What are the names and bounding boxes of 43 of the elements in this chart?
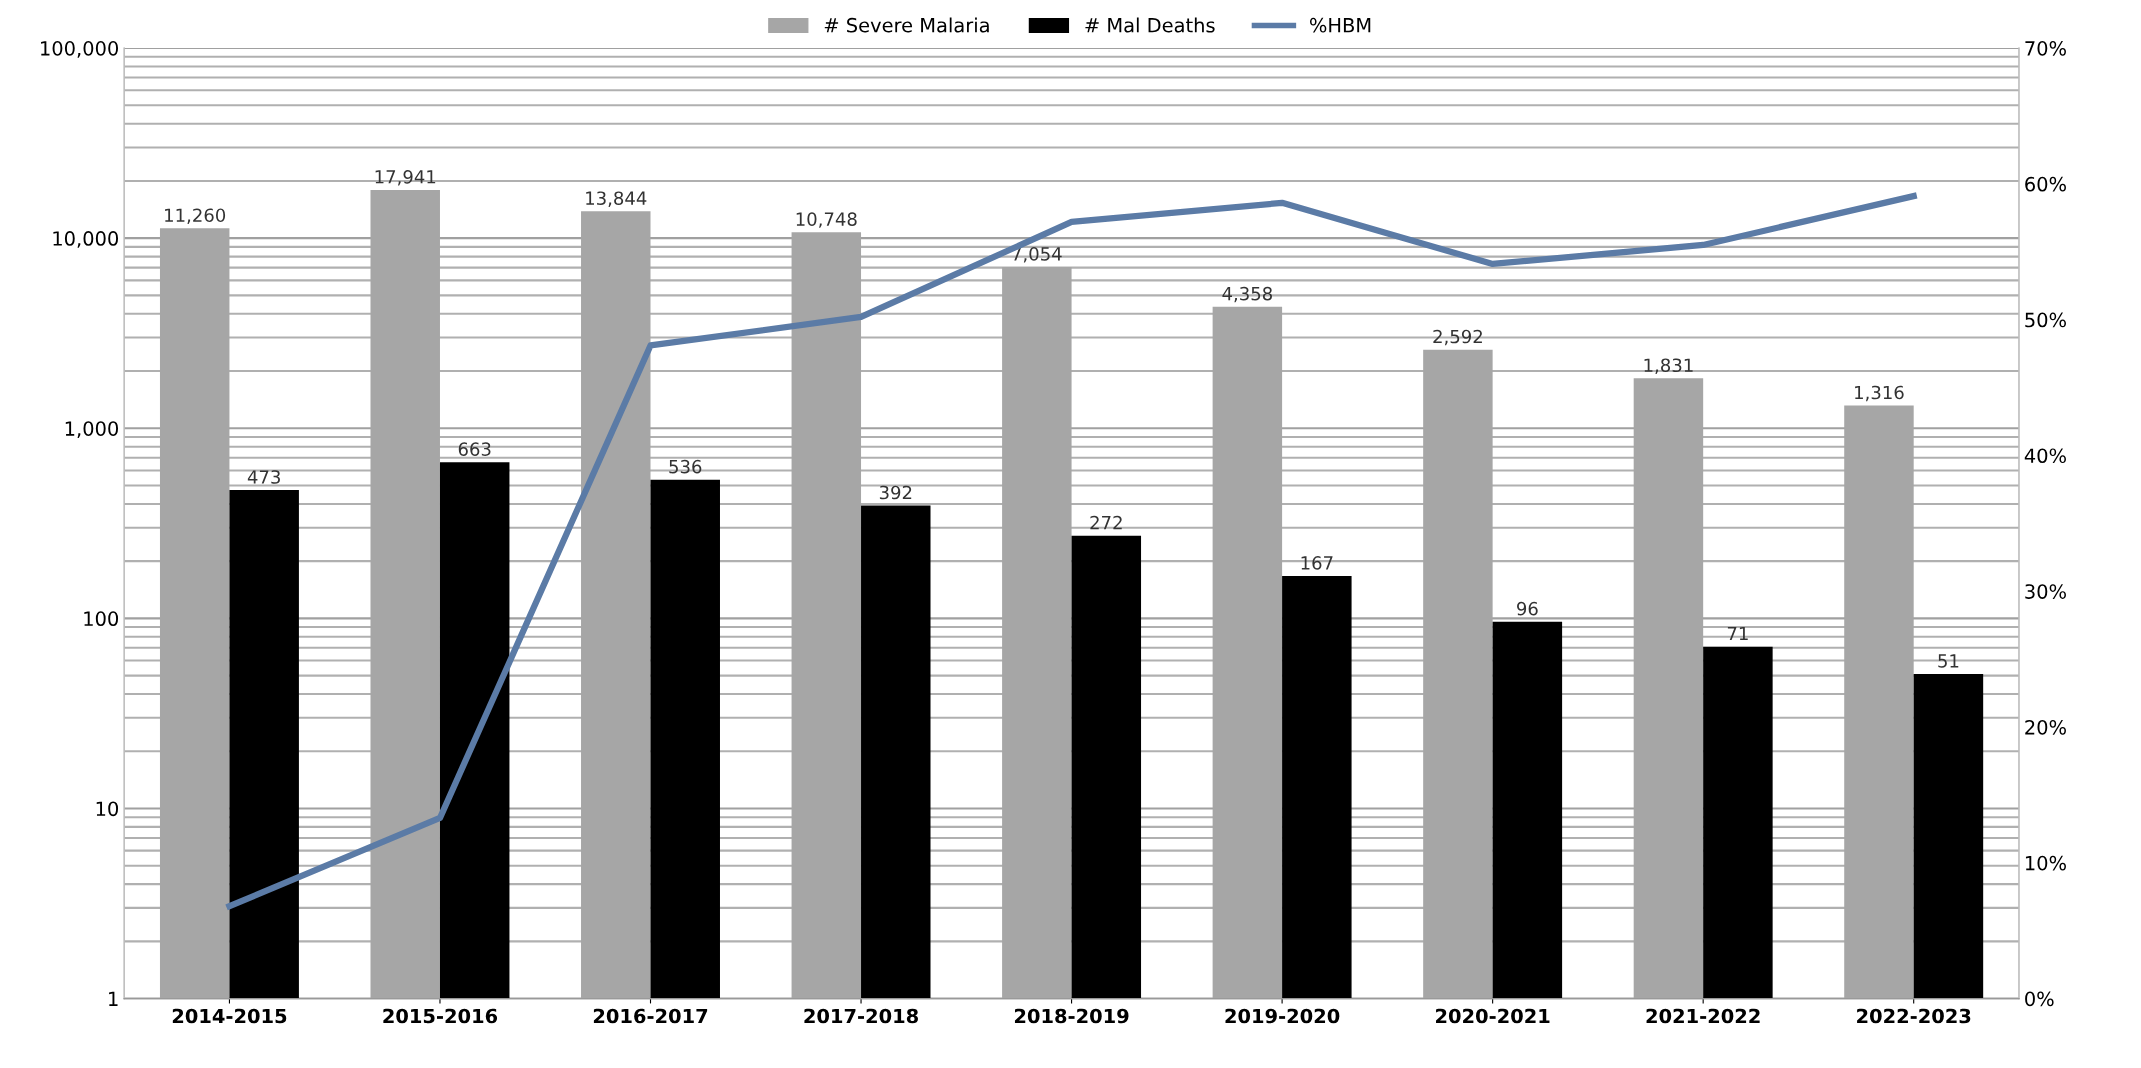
- data-label: 96: [1517, 601, 1538, 616]
- x-tick-label: 2021-2022: [1646, 1008, 1760, 1024]
- data-label: 2,592: [1433, 329, 1482, 346]
- y-tick-label: 1: [109, 991, 118, 1006]
- x-tick-label: 2014-2015: [172, 1008, 287, 1024]
- data-label: 4,358: [1222, 286, 1272, 303]
- data-label: 71: [1727, 626, 1748, 641]
- data-label: 272: [1090, 515, 1122, 530]
- data-label: 392: [879, 485, 912, 500]
- y-tick-label: 100,000: [41, 41, 119, 58]
- data-label: 167: [1301, 556, 1333, 570]
- x-tick-label: 2019-2020: [1225, 1008, 1340, 1024]
- y-tick-label: 10,000: [53, 231, 119, 248]
- x-tick-label: 2016-2017: [593, 1008, 708, 1024]
- x-tick-label: 2017-2018: [804, 1008, 918, 1024]
- y-tick-label: 100: [84, 611, 119, 627]
- x-tick-label: 2020-2021: [1436, 1008, 1550, 1024]
- y2-tick-label: 10%: [2025, 855, 2066, 871]
- data-label: 13,844: [586, 191, 647, 207]
- y2-tick-label: 50%: [2025, 312, 2066, 328]
- x-tick-label: 2015-2016: [383, 1008, 498, 1024]
- data-label: 11,260: [165, 208, 226, 224]
- y2-tick-label: 60%: [2025, 176, 2066, 192]
- data-label: 10,748: [796, 212, 857, 228]
- y2-tick-label: 40%: [2024, 448, 2066, 464]
- legend-label: # Severe Malaria: [824, 17, 989, 33]
- data-label: 17,941: [375, 169, 436, 186]
- x-tick-label: 2018-2019: [1014, 1008, 1129, 1024]
- x-tick-label: 2022-2023: [1857, 1008, 1971, 1024]
- y2-tick-label: 0%: [2025, 991, 2054, 1007]
- y-tick-label: 1,000: [65, 421, 119, 438]
- data-label: 51: [1938, 654, 1959, 668]
- data-label: 1,316: [1855, 385, 1904, 402]
- legend-label: %HBM: [1310, 17, 1371, 33]
- data-label: 536: [669, 459, 702, 474]
- data-label: 1,831: [1644, 358, 1693, 374]
- y2-tick-label: 70%: [2025, 41, 2066, 56]
- y2-tick-label: 30%: [2025, 584, 2066, 599]
- legend-label: # Mal Deaths: [1085, 17, 1215, 33]
- y2-tick-label: 20%: [2025, 719, 2066, 735]
- data-label: 663: [458, 442, 491, 456]
- data-label: 473: [247, 470, 280, 484]
- y-tick-label: 10: [96, 801, 119, 817]
